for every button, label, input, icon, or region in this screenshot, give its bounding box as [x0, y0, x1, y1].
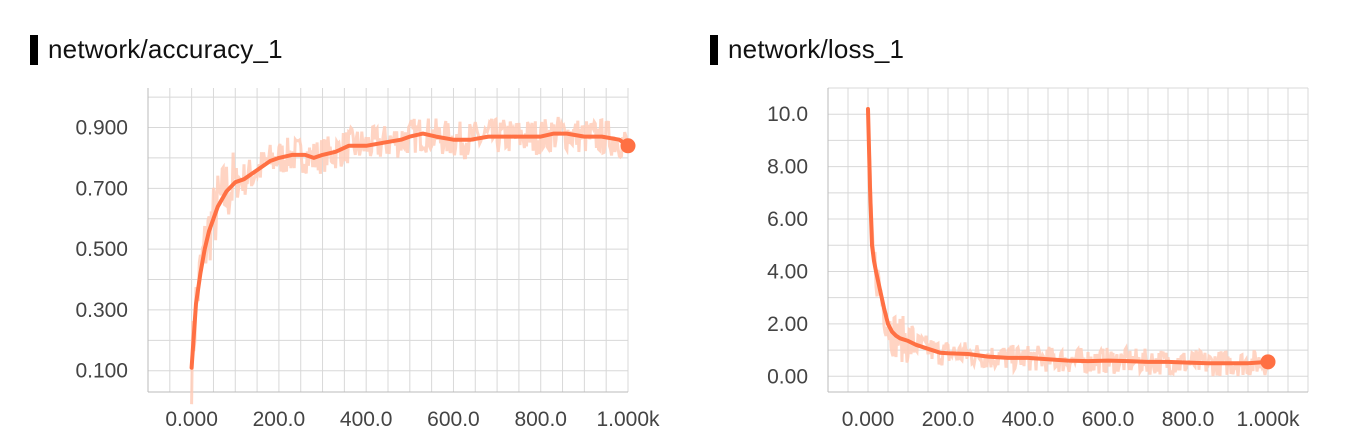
y-tick-label: 8.00: [767, 156, 808, 179]
loss-chart-panel: network/loss_1 0.00 2.00 4.00 6.00 8.00 10.0 0…: [676, 0, 1352, 448]
x-tick-label: 600.0: [1082, 408, 1135, 431]
loss-chart-title: network/loss_1: [710, 34, 904, 65]
x-tick-label: 1.000k: [596, 408, 660, 431]
raw-series-line: [190, 116, 630, 405]
y-tick-label: 0.300: [75, 299, 128, 322]
y-tick-label: 0.500: [75, 238, 128, 261]
x-tick-label: 600.0: [427, 408, 480, 431]
x-tick-label: 0.000: [165, 408, 218, 431]
last-value-marker: [1260, 354, 1276, 370]
accuracy-chart-title-text: network/accuracy_1: [48, 34, 283, 64]
raw-series-line: [866, 114, 1270, 378]
accuracy-chart-title: network/accuracy_1: [30, 34, 283, 65]
x-tick-label: 0.000: [842, 408, 895, 431]
smoothed-series-line: [866, 107, 1270, 366]
x-tick-label: 1.000k: [1236, 408, 1300, 431]
title-marker: [30, 34, 38, 65]
grid: [827, 87, 1309, 392]
y-tick-label: 6.00: [767, 208, 808, 231]
x-tick-label: 200.0: [253, 408, 306, 431]
accuracy-chart-panel: network/accuracy_1 0.100 0.300 0.500 0.700 0…: [30, 34, 660, 431]
x-tick-label: 400.0: [340, 408, 393, 431]
smoothed-series-line: [189, 131, 630, 370]
y-tick-label: 10.0: [767, 103, 808, 126]
x-tick-label: 800.0: [1162, 408, 1215, 431]
loss-chart-title-text: network/loss_1: [728, 34, 905, 64]
accuracy-chart-svg: 0.100 0.300 0.500 0.700 0.900 0.000 200.0 400.0…: [75, 88, 660, 431]
x-tick-label: 800.0: [514, 408, 567, 431]
y-tick-label: 2.00: [767, 313, 808, 336]
y-tick-label: 4.00: [767, 260, 808, 283]
title-marker: [710, 34, 718, 65]
loss-chart-svg: 0.00 2.00 4.00 6.00 8.00 10.0 0.000 200.0 400.0 6…: [767, 87, 1309, 431]
last-value-marker: [620, 138, 636, 154]
y-tick-label: 0.00: [767, 365, 808, 388]
y-tick-label: 0.700: [75, 177, 128, 200]
x-tick-label: 400.0: [1002, 408, 1055, 431]
x-tick-label: 200.0: [922, 408, 975, 431]
y-tick-label: 0.900: [75, 117, 128, 140]
y-tick-label: 0.100: [75, 360, 128, 383]
